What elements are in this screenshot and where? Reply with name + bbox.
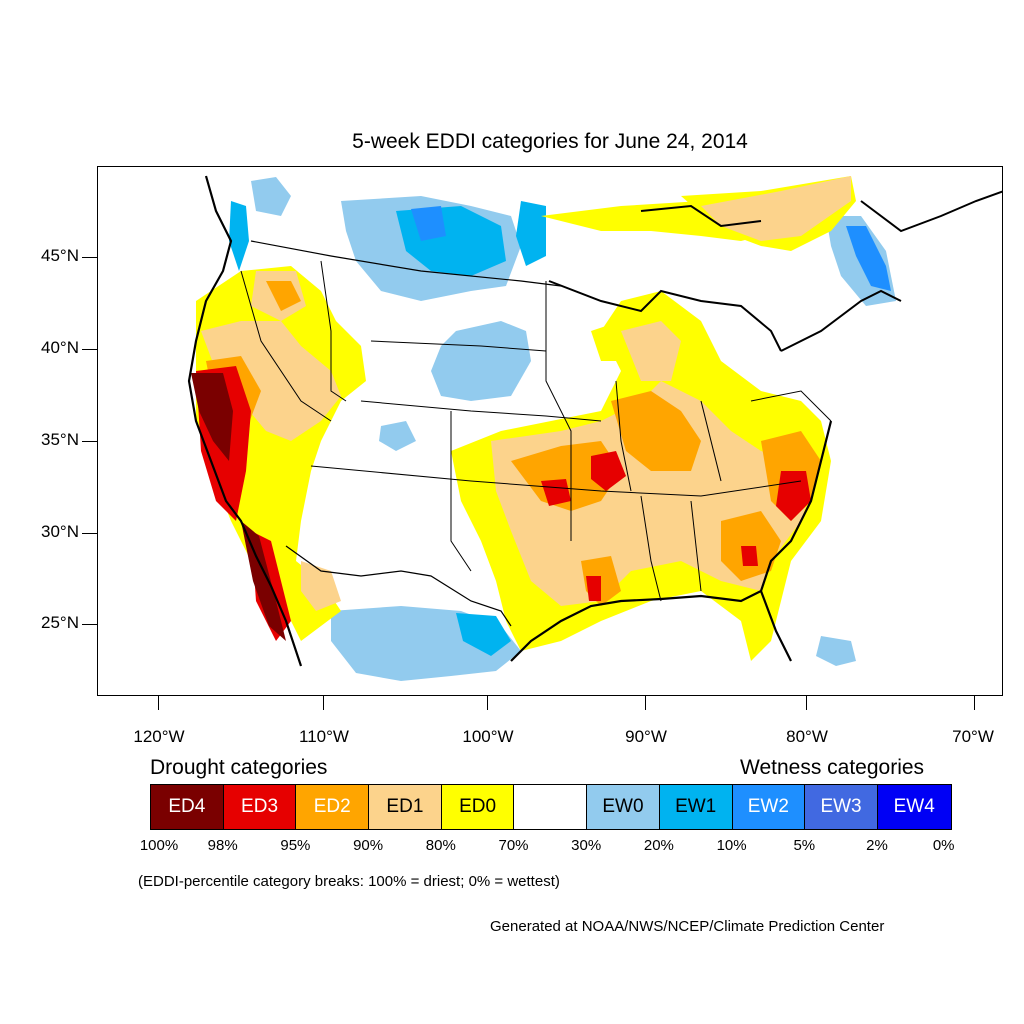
lon-tick [158,696,160,710]
legend-box-ed0: ED0 [441,785,515,829]
legend-box-ed3: ED3 [223,785,297,829]
credit-line: Generated at NOAA/NWS/NCEP/Climate Predi… [490,918,885,935]
percent-break-label: 20% [643,837,674,854]
lat-label-30: 30°N [41,522,79,541]
percent-break-label: 2% [866,837,888,854]
lon-label-120: 120°W [133,727,185,746]
legend-box-ed4: ED4 [151,785,224,829]
percent-break-label: 100% [139,837,179,854]
percent-break-label: 70% [498,837,529,854]
percentile-note: (EDDI-percentile category breaks: 100% =… [138,873,560,890]
lat-label-35: 35°N [41,430,79,449]
lon-label-100: 100°W [462,727,514,746]
map-frame [97,166,1003,696]
lon-label-70: 70°W [952,727,994,746]
percent-break-label: 30% [571,837,602,854]
percent-break-label: 10% [716,837,747,854]
legend-box-neutral [514,785,588,829]
lon-tick [323,696,325,710]
lon-label-80: 80°W [786,727,828,746]
lat-label-25: 25°N [41,613,79,632]
percent-break-label: 98% [207,837,238,854]
legend-box-ew1: EW1 [659,785,733,829]
lat-tick [82,441,97,443]
boundaries [187,175,1002,667]
lon-tick [645,696,647,710]
lat-label-40: 40°N [41,338,79,357]
eddi-map [187,175,1002,681]
map-title: 5-week EDDI categories for June 24, 2014 [352,130,748,153]
legend-box-ew2: EW2 [732,785,806,829]
lat-tick [82,624,97,626]
lat-tick [82,257,97,259]
wetness-heading: Wetness categories [740,756,925,779]
lon-label-90: 90°W [625,727,667,746]
percent-break-label: 0% [932,837,955,854]
legend-box-ew3: EW3 [805,785,878,829]
lon-tick [487,696,489,710]
lon-tick [974,696,976,710]
percent-break-label: 5% [793,837,816,854]
percent-break-label: 95% [280,837,311,854]
legend-box-ew4: EW4 [877,785,951,829]
drought-heading: Drought categories [150,756,328,779]
percent-break-label: 90% [353,837,384,854]
lat-tick [82,533,97,535]
lat-label-45: 45°N [41,246,79,265]
legend-box-ew0: EW0 [587,785,660,829]
wetness-patches [229,177,896,681]
lat-tick [82,349,97,351]
legend-bar: ED4 ED3 ED2 ED1 ED0 EW0 EW1 EW2 EW3 EW4 [150,784,952,830]
legend-box-ed1: ED1 [369,785,442,829]
percent-break-label: 80% [425,837,456,854]
lon-label-110: 110°W [299,727,349,746]
lon-tick [806,696,808,710]
legend-box-ed2: ED2 [296,785,370,829]
